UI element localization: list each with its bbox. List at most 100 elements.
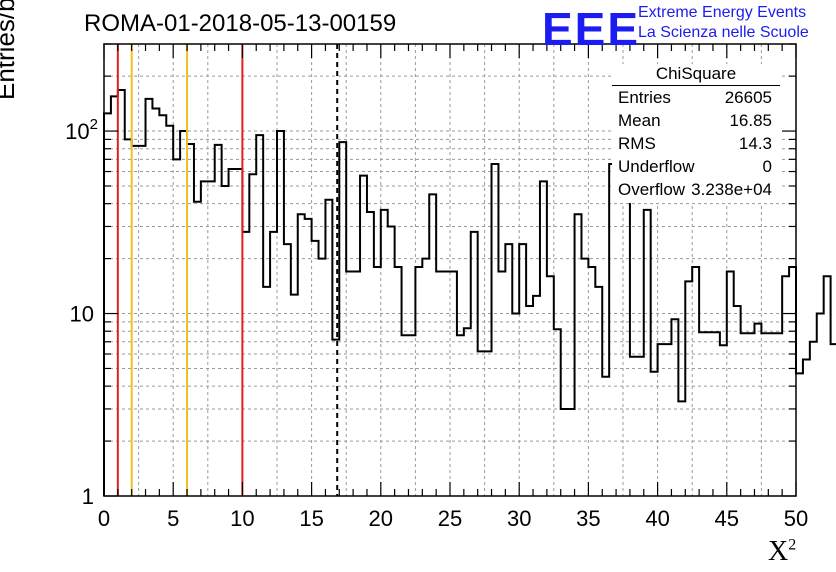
histogram-bin xyxy=(256,135,263,496)
histogram-bin xyxy=(595,287,602,496)
histogram-bin xyxy=(796,373,803,496)
histogram-bin xyxy=(519,244,526,496)
histogram-bin xyxy=(588,267,595,496)
histogram-bin xyxy=(671,319,678,496)
histogram-bin xyxy=(471,232,478,496)
histogram-bin xyxy=(775,333,782,496)
histogram-bin xyxy=(194,202,201,496)
histogram-bin xyxy=(201,181,208,496)
histogram-series xyxy=(103,88,836,496)
stats-row-underflow: Underflow 0 xyxy=(612,157,780,180)
logo-line-2: La Scienza nelle Scuole xyxy=(638,24,809,41)
x-tick-label: 30 xyxy=(507,506,531,531)
x-tick-label: 10 xyxy=(230,506,254,531)
histogram-bin xyxy=(173,159,180,496)
histogram-bin xyxy=(111,96,118,496)
histogram-bin xyxy=(485,351,492,496)
histogram-bin xyxy=(581,259,588,496)
histogram-bin xyxy=(402,335,409,496)
x-tick-label: 15 xyxy=(299,506,323,531)
histogram-bin xyxy=(104,113,111,496)
histogram-bin xyxy=(436,271,443,496)
histogram-bin xyxy=(575,214,582,496)
stats-box: ChiSquare Entries 26605 Mean 16.85 RMS 14.3… xyxy=(612,64,780,203)
histogram-bin xyxy=(616,198,623,496)
stats-key: Overflow xyxy=(618,180,686,199)
histogram-bin xyxy=(824,276,831,496)
stats-value: 14.3 xyxy=(738,134,772,153)
x-tick-label: 35 xyxy=(576,506,600,531)
histogram-bin xyxy=(187,144,194,496)
stats-row-overflow: Overflow 3.238e+04 xyxy=(612,180,780,203)
histogram-bin xyxy=(803,359,810,496)
histogram-bin xyxy=(464,328,471,496)
y-axis-label: Entries/bin xyxy=(0,0,20,100)
histogram-bin xyxy=(609,164,616,496)
histogram-step-line xyxy=(103,88,836,496)
histogram-bin xyxy=(748,333,755,496)
histogram-bin xyxy=(831,344,836,496)
x-tick-label: 25 xyxy=(438,506,462,531)
histogram-bin xyxy=(395,267,402,496)
histogram-bin xyxy=(263,287,270,496)
histogram-bin xyxy=(630,357,637,496)
histogram-bin xyxy=(249,174,256,496)
histogram-bin xyxy=(602,377,609,496)
stats-title: ChiSquare xyxy=(612,64,780,86)
stats-key: Mean xyxy=(618,111,661,130)
logo-line-1: Extreme Energy Events xyxy=(638,4,807,21)
histogram-bin xyxy=(817,314,824,496)
x-axis-label: X2 xyxy=(768,536,796,568)
histogram-bin xyxy=(741,333,748,496)
histogram-bin xyxy=(125,139,132,496)
marker-lines xyxy=(116,44,339,496)
histogram-bin xyxy=(623,177,630,496)
histogram-bin xyxy=(478,351,485,496)
histogram-bin xyxy=(360,176,367,496)
histogram-bin xyxy=(353,271,360,496)
histogram-bin xyxy=(665,344,672,496)
stats-key: Entries xyxy=(618,88,671,107)
x-tick-label: 40 xyxy=(645,506,669,531)
stats-value: 26605 xyxy=(724,88,772,107)
stats-row-entries: Entries 26605 xyxy=(612,88,780,111)
x-tick-label: 0 xyxy=(98,506,110,531)
histogram-bin xyxy=(505,244,512,496)
histogram-bin xyxy=(768,333,775,496)
histogram-bin xyxy=(526,306,533,496)
stats-value: 16.85 xyxy=(729,111,772,130)
histogram-bin xyxy=(699,332,706,496)
x-tick-label: 45 xyxy=(715,506,739,531)
histogram-bin xyxy=(713,332,720,496)
histogram-bin xyxy=(415,267,422,496)
x-tick-label: 50 xyxy=(784,506,808,531)
histogram-bin xyxy=(159,115,166,496)
histogram-bin xyxy=(319,259,326,496)
stats-key: Underflow xyxy=(618,157,695,176)
histogram-bin xyxy=(346,271,353,496)
tick-labels: 0 5 10 15 20 25 30 35 40 45 50 1 10 102 xyxy=(65,116,808,531)
histogram-bin xyxy=(720,345,727,496)
histogram-bin xyxy=(298,214,305,496)
stats-row-mean: Mean 16.85 xyxy=(612,111,780,134)
histogram-bin xyxy=(305,219,312,496)
y-tick-label: 10 xyxy=(70,302,94,327)
histogram-bin xyxy=(754,324,761,496)
histogram-bin xyxy=(540,181,547,496)
eee-logo: EEE xyxy=(542,3,641,55)
histogram-bin xyxy=(651,372,658,496)
y-tick-label: 1 xyxy=(82,484,94,509)
x-axis-label-symbol: X xyxy=(768,536,789,567)
histogram-bin xyxy=(429,194,436,496)
histogram-bin xyxy=(761,333,768,496)
histogram-bin xyxy=(339,142,346,496)
histogram-bin xyxy=(561,409,568,496)
histogram-bin xyxy=(139,146,146,496)
histogram-bin xyxy=(132,146,139,496)
histogram-bin xyxy=(533,296,540,496)
histogram-bin xyxy=(492,164,499,496)
histogram-bin xyxy=(568,409,575,496)
histogram-bin xyxy=(270,232,277,496)
histogram-bin xyxy=(146,99,153,496)
chart-title: ROMA-01-2018-05-13-00159 xyxy=(84,10,397,37)
